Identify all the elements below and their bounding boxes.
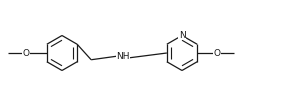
Text: NH: NH: [116, 52, 130, 61]
Text: O: O: [214, 49, 221, 57]
Text: O: O: [22, 49, 29, 57]
Text: N: N: [179, 31, 185, 40]
